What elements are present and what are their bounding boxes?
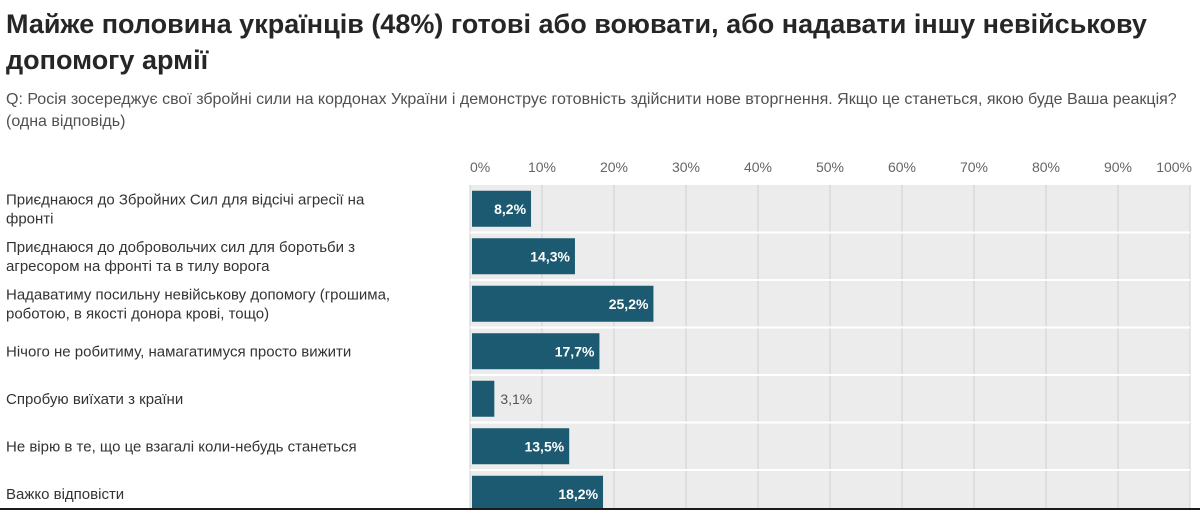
x-tick-label: 100%: [1156, 159, 1192, 175]
category-label: Приєднаюся до добровольчих сил для борот…: [6, 239, 355, 275]
bar-chart: 0% 10% 20% 30% 40% 50% 60% 70% 80% 90% 100% Приєдна…: [6, 159, 1192, 508]
bar: [472, 475, 604, 508]
x-tick-label: 0%: [470, 159, 490, 175]
question-text: Q: Росія зосереджує свої збройні сили на…: [6, 91, 1177, 130]
bar: [472, 380, 495, 417]
x-tick-label: 10%: [528, 159, 556, 175]
bar-value-label: 3,1%: [500, 391, 532, 407]
category-label: Надаватиму посильну невійськову допомогу…: [6, 286, 390, 322]
bar: [472, 428, 570, 465]
category-label: Не вірю в те, що це взагалі коли-небудь …: [6, 438, 357, 455]
bar: [472, 190, 532, 227]
x-tick-label: 20%: [600, 159, 628, 175]
x-tick-label: 60%: [888, 159, 916, 175]
chart-title: Майже половина українців (48%) готові аб…: [6, 9, 1147, 75]
category-label: Приєднаюся до Збройних Сил для відсічі а…: [6, 191, 365, 227]
category-label: Спробую виїхати з країни: [6, 391, 183, 408]
bar: [472, 238, 575, 275]
x-tick-label: 30%: [672, 159, 700, 175]
x-tick-label: 50%: [816, 159, 844, 175]
bar-value-label: 17,7%: [555, 343, 595, 359]
x-tick-label: 90%: [1104, 159, 1132, 175]
bar: [472, 285, 654, 322]
x-tick-label: 80%: [1032, 159, 1060, 175]
category-label: Важко відповісти: [6, 486, 124, 503]
bar-value-label: 18,2%: [558, 486, 598, 502]
bar-value-label: 13,5%: [524, 438, 564, 454]
category-label: Нічого не робитиму, намагатимуся просто …: [6, 343, 351, 360]
x-tick-label: 40%: [744, 159, 772, 175]
bottom-border: [0, 508, 1200, 510]
bar-value-label: 25,2%: [609, 296, 649, 312]
bar-value-label: 14,3%: [530, 248, 570, 264]
bar: [472, 333, 600, 370]
x-tick-label: 70%: [960, 159, 988, 175]
bar-value-label: 8,2%: [494, 201, 526, 217]
